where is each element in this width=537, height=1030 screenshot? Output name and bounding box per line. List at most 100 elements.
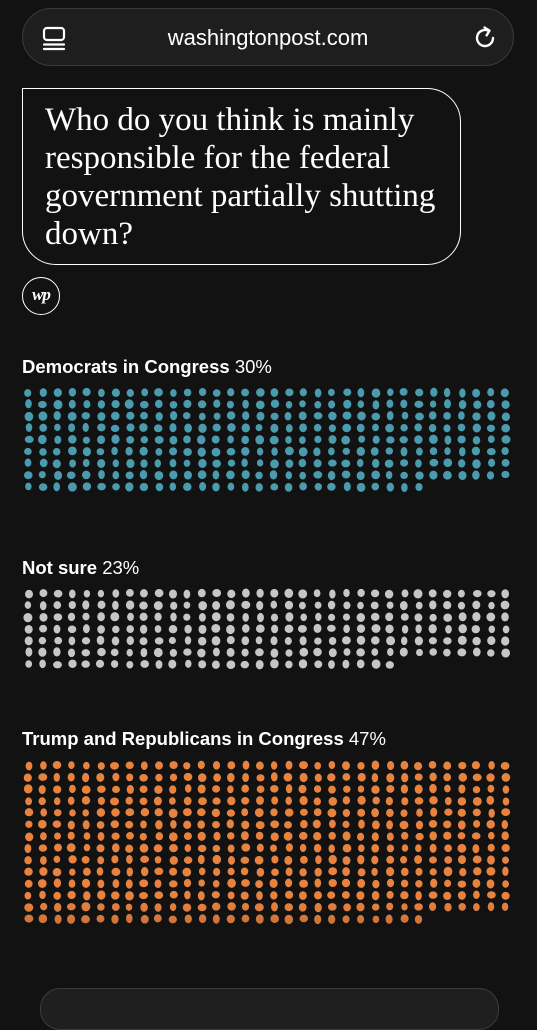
dot-trump-and-republicans-in-congress: [197, 903, 207, 912]
dot-trump-and-republicans-in-congress: [168, 832, 178, 842]
dot-democrats-in-congress: [255, 435, 265, 445]
dot-trump-and-republicans-in-congress: [241, 914, 250, 923]
dot-not-sure: [226, 624, 235, 635]
dot-not-sure: [97, 612, 105, 622]
dot-democrats-in-congress: [356, 471, 365, 480]
dot-democrats-in-congress: [313, 471, 323, 479]
dot-democrats-in-congress: [226, 411, 236, 420]
dot-not-sure: [197, 648, 206, 658]
dot-trump-and-republicans-in-congress: [342, 796, 351, 805]
dot-trump-and-republicans-in-congress: [371, 890, 380, 901]
url-text[interactable]: washingtonpost.com: [167, 25, 369, 50]
dot-democrats-in-congress: [386, 482, 394, 492]
dot-democrats-in-congress: [299, 471, 307, 480]
dot-not-sure: [486, 612, 496, 622]
dot-trump-and-republicans-in-congress: [386, 808, 394, 818]
dot-trump-and-republicans-in-congress: [184, 784, 192, 793]
dot-trump-and-republicans-in-congress: [299, 796, 308, 806]
dot-trump-and-republicans-in-congress: [125, 879, 133, 889]
dot-democrats-in-congress: [400, 459, 409, 467]
dot-trump-and-republicans-in-congress: [271, 796, 279, 805]
dot-democrats-in-congress: [473, 400, 482, 409]
dot-democrats-in-congress: [444, 447, 451, 455]
dot-democrats-in-congress: [139, 400, 149, 409]
dot-not-sure: [297, 625, 307, 633]
dot-democrats-in-congress: [126, 458, 135, 469]
dot-trump-and-republicans-in-congress: [24, 808, 34, 817]
dot-trump-and-republicans-in-congress: [40, 832, 47, 841]
dot-trump-and-republicans-in-congress: [328, 785, 336, 794]
dot-democrats-in-congress: [501, 412, 511, 421]
dot-trump-and-republicans-in-congress: [501, 773, 511, 782]
reload-icon[interactable]: [471, 24, 499, 52]
tabs-icon[interactable]: [41, 25, 67, 51]
dot-democrats-in-congress: [458, 459, 466, 468]
dot-trump-and-republicans-in-congress: [486, 879, 495, 889]
dot-trump-and-republicans-in-congress: [502, 880, 509, 888]
dot-democrats-in-congress: [501, 400, 510, 409]
dot-trump-and-republicans-in-congress: [82, 867, 91, 876]
dot-democrats-in-congress: [472, 470, 480, 480]
dot-trump-and-republicans-in-congress: [25, 797, 32, 806]
dot-not-sure: [81, 637, 91, 645]
address-bar[interactable]: washingtonpost.com: [22, 8, 514, 66]
dot-trump-and-republicans-in-congress: [212, 797, 221, 805]
dot-trump-and-republicans-in-congress: [227, 855, 236, 865]
dot-trump-and-republicans-in-congress: [343, 785, 351, 793]
dot-democrats-in-congress: [270, 483, 279, 491]
bottom-toolbar[interactable]: [40, 988, 499, 1030]
dot-democrats-in-congress: [256, 388, 265, 397]
dot-trump-and-republicans-in-congress: [342, 843, 352, 853]
dot-democrats-in-congress: [39, 448, 47, 456]
dot-trump-and-republicans-in-congress: [241, 902, 250, 911]
dot-democrats-in-congress: [111, 446, 118, 456]
dot-trump-and-republicans-in-congress: [112, 879, 120, 889]
dot-trump-and-republicans-in-congress: [53, 809, 62, 817]
dot-democrats-in-congress: [386, 436, 395, 444]
dot-democrats-in-congress: [140, 459, 148, 468]
dot-democrats-in-congress: [139, 469, 148, 480]
dot-trump-and-republicans-in-congress: [415, 879, 423, 888]
dot-trump-and-republicans-in-congress: [97, 796, 105, 805]
dot-not-sure: [270, 648, 279, 658]
dot-not-sure: [357, 588, 365, 597]
dot-trump-and-republicans-in-congress: [169, 843, 178, 853]
dot-trump-and-republicans-in-congress: [386, 784, 395, 793]
dot-not-sure: [387, 648, 394, 656]
dot-democrats-in-congress: [429, 470, 438, 480]
dot-trump-and-republicans-in-congress: [97, 785, 106, 793]
dot-not-sure: [313, 589, 321, 598]
dot-trump-and-republicans-in-congress: [444, 879, 452, 888]
dot-trump-and-republicans-in-congress: [357, 832, 365, 841]
dot-democrats-in-congress: [415, 471, 424, 480]
dot-trump-and-republicans-in-congress: [227, 867, 235, 876]
dot-democrats-in-congress: [183, 399, 192, 409]
dot-democrats-in-congress: [126, 436, 135, 444]
dot-democrats-in-congress: [328, 388, 335, 397]
dot-not-sure: [139, 612, 148, 621]
dot-trump-and-republicans-in-congress: [182, 903, 192, 912]
washington-post-logo: wp: [22, 277, 60, 315]
dot-trump-and-republicans-in-congress: [299, 868, 307, 877]
dot-trump-and-republicans-in-congress: [96, 808, 106, 817]
dot-trump-and-republicans-in-congress: [328, 879, 337, 887]
dot-democrats-in-congress: [487, 435, 495, 444]
dot-trump-and-republicans-in-congress: [312, 819, 321, 829]
dot-trump-and-republicans-in-congress: [110, 761, 119, 770]
dot-trump-and-republicans-in-congress: [414, 762, 423, 771]
dot-trump-and-republicans-in-congress: [52, 868, 62, 877]
dot-democrats-in-congress: [110, 411, 120, 421]
dot-trump-and-republicans-in-congress: [69, 809, 76, 817]
dot-democrats-in-congress: [298, 458, 307, 468]
dot-democrats-in-congress: [25, 423, 33, 432]
dot-trump-and-republicans-in-congress: [299, 772, 308, 783]
dot-democrats-in-congress: [255, 400, 265, 410]
dot-democrats-in-congress: [285, 424, 293, 433]
dot-democrats-in-congress: [458, 411, 465, 420]
dot-trump-and-republicans-in-congress: [68, 855, 77, 864]
dot-democrats-in-congress: [471, 446, 481, 456]
dot-not-sure: [343, 601, 351, 610]
dot-trump-and-republicans-in-congress: [342, 867, 350, 877]
dot-not-sure: [198, 636, 207, 646]
dot-democrats-in-congress: [82, 447, 91, 457]
